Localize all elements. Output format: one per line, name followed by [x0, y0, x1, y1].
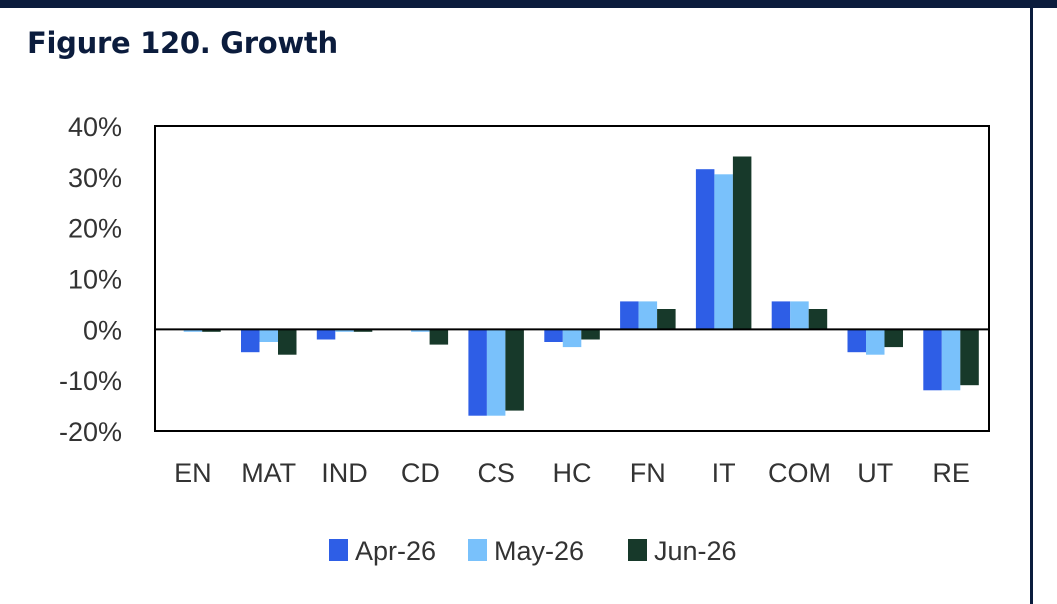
bar-cs-may-26: [486, 329, 506, 416]
y-tick-label: 40%: [68, 112, 122, 142]
bar-com-apr-26: [771, 301, 791, 330]
bar-mat-apr-26: [241, 329, 260, 353]
y-tick-label: 20%: [68, 214, 122, 244]
bar-fn-apr-26: [620, 301, 639, 330]
legend-swatch-jun-26: [628, 539, 647, 561]
y-axis-ticks: 40% 30% 20% 10% 0% -10% -20%: [59, 112, 122, 447]
bar-hc-apr-26: [544, 329, 563, 342]
bar-re-jun-26: [960, 329, 979, 386]
right-frame-border: [1030, 0, 1033, 604]
x-tick-label: FN: [630, 458, 666, 488]
legend: Apr-26 May-26 Jun-26: [329, 536, 737, 566]
bar-ind-jun-26: [353, 329, 373, 332]
bar-ut-jun-26: [884, 329, 903, 348]
legend-swatch-may-26: [468, 539, 487, 561]
legend-label: Jun-26: [654, 536, 737, 566]
x-tick-label: RE: [932, 458, 970, 488]
bars-group: [183, 156, 979, 416]
y-tick-label: 30%: [68, 163, 122, 193]
bar-mat-may-26: [259, 329, 278, 342]
bar-ind-may-26: [335, 329, 354, 332]
x-tick-label: IT: [712, 458, 736, 488]
bar-it-may-26: [714, 174, 733, 330]
bar-mat-jun-26: [278, 329, 297, 355]
x-tick-label: MAT: [241, 458, 296, 488]
bar-en-jun-26: [202, 329, 221, 332]
bar-ut-apr-26: [847, 329, 866, 353]
y-tick-label: -10%: [59, 366, 122, 396]
bar-ut-may-26: [866, 329, 885, 355]
x-tick-label: COM: [768, 458, 831, 488]
bar-com-jun-26: [808, 309, 828, 330]
legend-label: Apr-26: [355, 536, 436, 566]
x-tick-label: CS: [477, 458, 515, 488]
y-tick-label: 10%: [68, 265, 122, 295]
bar-cs-apr-26: [468, 329, 487, 416]
figure-title: Figure 120. Growth: [27, 26, 338, 60]
bar-it-apr-26: [695, 169, 715, 330]
x-tick-label: UT: [857, 458, 893, 488]
top-accent-bar: [0, 0, 1057, 8]
y-tick-label: 0%: [83, 315, 122, 345]
x-tick-label: HC: [553, 458, 592, 488]
bar-hc-jun-26: [581, 329, 600, 340]
legend-swatch-apr-26: [329, 539, 348, 561]
bar-com-may-26: [790, 301, 809, 330]
bar-fn-jun-26: [657, 309, 676, 330]
bar-en-may-26: [183, 329, 203, 332]
plot-area: [154, 125, 990, 432]
x-tick-label: IND: [321, 458, 368, 488]
bar-cs-jun-26: [505, 329, 524, 411]
x-axis-ticks: EN MAT IND CD CS HC FN IT COM UT RE: [174, 458, 970, 488]
bar-ind-apr-26: [316, 329, 336, 340]
bar-chart: 40% 30% 20% 10% 0% -10% -20% EN MAT IND CD CS HC FN I…: [59, 112, 990, 566]
x-tick-label: CD: [401, 458, 440, 488]
bar-re-apr-26: [923, 329, 942, 391]
bar-hc-may-26: [562, 329, 582, 348]
legend-label: May-26: [494, 536, 584, 566]
bar-fn-may-26: [638, 301, 658, 330]
bar-cd-jun-26: [429, 329, 449, 345]
bar-cd-may-26: [411, 329, 430, 332]
bar-it-jun-26: [732, 156, 752, 330]
y-tick-label: -20%: [59, 417, 122, 447]
x-tick-label: EN: [174, 458, 212, 488]
bar-re-may-26: [941, 329, 961, 391]
